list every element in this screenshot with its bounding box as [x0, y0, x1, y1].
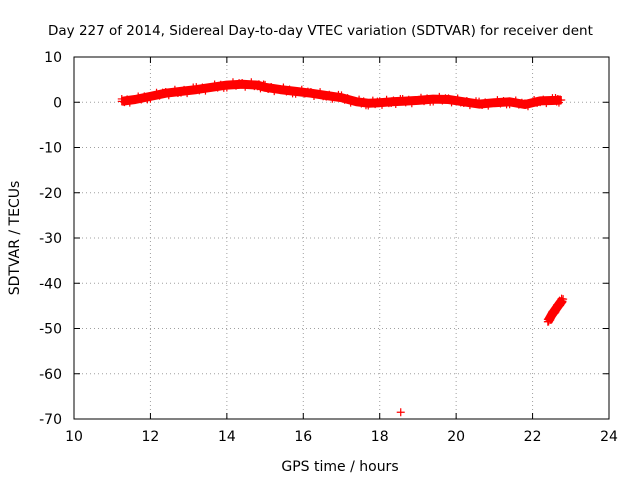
data-point [511, 96, 520, 105]
data-point [161, 89, 170, 98]
series-outlier [396, 408, 405, 417]
data-point [322, 91, 331, 100]
x-tick-label: 18 [371, 429, 389, 445]
data-point [291, 87, 300, 96]
axis-ticks: 10 12 14 16 18 20 22 24 10 0 -10 -20 -30 -40 -50 -60 -70 [39, 50, 618, 445]
data-point [276, 85, 285, 94]
x-tick-label: 24 [600, 429, 618, 445]
y-tick-label: -20 [39, 186, 62, 202]
x-tick-label: 20 [447, 429, 465, 445]
data-point [207, 83, 216, 92]
y-tick-label: -40 [39, 276, 62, 292]
x-tick-label: 12 [142, 429, 160, 445]
grid [74, 57, 609, 419]
data-point [177, 87, 185, 96]
y-tick-label: -10 [39, 141, 62, 157]
y-tick-label: 0 [53, 95, 62, 111]
x-tick-label: 16 [294, 429, 312, 445]
data-point [543, 317, 552, 326]
data-point [238, 80, 247, 89]
data-marks [117, 78, 568, 417]
x-axis-label: GPS time / hours [281, 459, 398, 475]
y-tick-label: -60 [39, 367, 62, 383]
data-point [253, 81, 262, 90]
y-tick-label: -30 [39, 231, 62, 247]
data-point [559, 295, 568, 304]
x-tick-label: 10 [65, 429, 83, 445]
data-point [337, 93, 346, 102]
data-point [396, 408, 405, 417]
data-point [429, 95, 438, 104]
data-point [387, 97, 396, 106]
y-axis-label: SDTVAR / TECUs [7, 181, 23, 296]
data-point [192, 85, 201, 94]
chart-title: Day 227 of 2014, Sidereal Day-to-day VTE… [48, 23, 593, 39]
data-point [222, 81, 231, 90]
data-point [490, 98, 499, 107]
data-point [536, 96, 545, 105]
data-point [555, 300, 564, 309]
data-point [547, 310, 556, 319]
data-point [505, 97, 514, 106]
data-point [551, 305, 560, 314]
data-point [131, 95, 140, 104]
y-tick-label: 10 [44, 50, 62, 66]
data-point [146, 92, 155, 101]
y-tick-label: -70 [39, 412, 62, 428]
data-point [261, 83, 270, 92]
series-lower-segment [543, 294, 568, 326]
data-point [352, 97, 361, 106]
data-point [306, 89, 315, 98]
data-point [520, 100, 529, 109]
data-point [453, 94, 462, 103]
x-tick-label: 22 [524, 429, 542, 445]
data-point [413, 96, 422, 105]
data-point [459, 97, 468, 106]
data-point [475, 100, 484, 109]
data-point [398, 97, 407, 106]
series-main-trace [117, 78, 566, 111]
y-tick-label: -50 [39, 322, 62, 338]
data-point [444, 95, 453, 104]
data-point [556, 301, 565, 310]
data-point [117, 97, 126, 106]
data-point [364, 99, 373, 108]
x-tick-label: 14 [218, 429, 236, 445]
data-point [375, 98, 384, 107]
data-point [557, 95, 566, 104]
data-point [316, 88, 325, 97]
